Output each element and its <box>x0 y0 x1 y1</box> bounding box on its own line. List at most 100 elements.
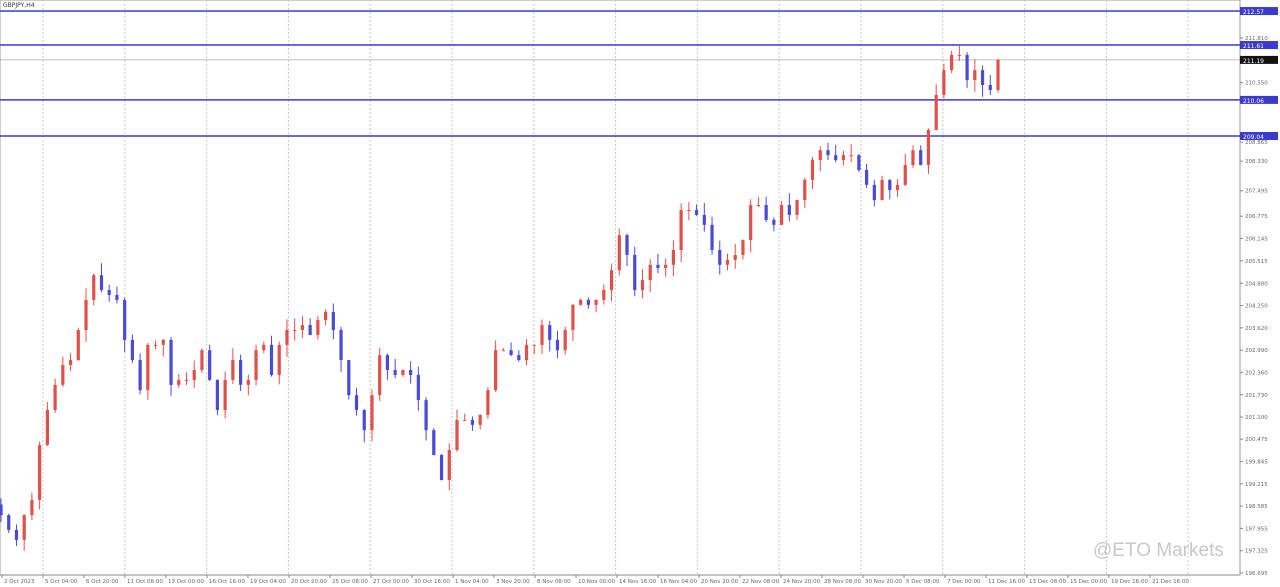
x-tick-label: 22 Nov 08:00 <box>742 579 780 585</box>
x-tick-label: 2 Oct 2023 <box>4 579 35 585</box>
candle-down <box>215 379 220 410</box>
candle-down <box>14 529 19 540</box>
candle-up <box>594 299 598 305</box>
candle-down <box>865 169 869 185</box>
candle-down <box>432 430 436 455</box>
candle-up <box>494 350 498 391</box>
candle-down <box>965 54 969 81</box>
candle-up <box>903 165 907 185</box>
candle-down <box>308 325 312 335</box>
x-tick-label: 11 Dec 16:00 <box>988 579 1025 585</box>
x-tick-label: 16 Nov 04:00 <box>660 579 698 585</box>
candle-down <box>138 360 142 391</box>
y-tick-label: 211.810 <box>1245 36 1268 42</box>
candle-down <box>347 360 351 396</box>
candle-up <box>285 329 289 345</box>
candle-down <box>772 219 776 225</box>
candle-up <box>818 150 822 161</box>
watermark: @ETO Markets <box>1093 540 1224 561</box>
candle-up <box>378 355 382 396</box>
candle-up <box>733 254 737 260</box>
candle-down <box>362 409 366 431</box>
candle-up <box>841 155 846 161</box>
y-tick-label: 202.990 <box>1245 348 1268 354</box>
candle-up <box>880 179 884 201</box>
level-price-label: 211.61 <box>1243 43 1264 50</box>
candle-up <box>973 70 977 81</box>
candle-up <box>463 419 467 421</box>
candle-up <box>370 395 374 431</box>
candle-up <box>22 515 26 540</box>
candle-up <box>324 311 328 321</box>
current-price-label: 211.19 <box>1243 58 1264 65</box>
x-tick-label: 30 Oct 16:00 <box>414 579 450 585</box>
candle-down <box>269 344 274 375</box>
candle-down <box>115 294 119 300</box>
candle-up <box>161 339 165 345</box>
x-tick-label: 16 Oct 16:00 <box>209 579 245 585</box>
x-tick-label: 11 Oct 08:00 <box>127 579 163 585</box>
y-tick-label: 208.865 <box>1245 140 1268 146</box>
candle-down <box>988 85 992 90</box>
candle-up <box>177 379 181 385</box>
candle-up <box>895 184 900 191</box>
candle-up <box>146 344 150 391</box>
candle-up <box>447 449 451 481</box>
level-price-box <box>1240 95 1278 104</box>
x-tick-label: 5 Oct 04:00 <box>45 579 78 585</box>
candle-down <box>99 275 104 290</box>
candle-up <box>602 289 606 300</box>
candle-up <box>277 344 281 375</box>
x-tick-label: 6 Oct 20:00 <box>86 579 119 585</box>
level-price-label: 212.57 <box>1243 9 1264 16</box>
candle-up <box>810 160 815 180</box>
y-tick-label: 203.620 <box>1245 326 1268 332</box>
candle-up <box>455 419 459 450</box>
candle-up <box>246 379 250 385</box>
x-tick-label: 7 Dec 00:00 <box>947 579 981 585</box>
candle-up <box>579 299 583 305</box>
candle-up <box>501 350 505 352</box>
y-tick-label: 199.845 <box>1245 459 1268 465</box>
candle-up <box>671 249 675 265</box>
y-tick-label: 206.145 <box>1245 236 1268 242</box>
x-tick-label: 28 Nov 08:00 <box>824 579 862 585</box>
x-tick-label: 15 Dec 00:00 <box>1070 579 1107 585</box>
candle-up <box>996 59 1000 90</box>
level-price-box <box>1240 41 1278 50</box>
candle-down <box>339 329 343 361</box>
candle-up <box>749 205 753 241</box>
candle-down <box>787 205 791 215</box>
y-tick-label: 208.330 <box>1245 159 1268 165</box>
candle-down <box>7 515 11 530</box>
candle-down <box>633 254 637 290</box>
candle-down <box>208 350 212 380</box>
candle-up <box>184 379 189 381</box>
x-tick-label: 21 Dec 16:00 <box>1152 579 1189 585</box>
candle-up <box>401 369 405 375</box>
candle-up <box>687 209 691 211</box>
candle-down <box>385 355 390 370</box>
y-tick-label: 202.360 <box>1245 370 1268 376</box>
candle-down <box>718 249 722 265</box>
candle-up <box>192 369 196 380</box>
candle-up <box>68 360 73 366</box>
candle-up <box>563 329 567 351</box>
candle-down <box>694 209 699 215</box>
x-tick-label: 10 Nov 00:00 <box>578 579 616 585</box>
candle-down <box>872 184 876 201</box>
x-tick-label: 25 Oct 08:00 <box>332 579 368 585</box>
x-tick-label: 27 Oct 00:00 <box>373 579 409 585</box>
y-tick-label: 199.215 <box>1245 482 1268 488</box>
y-tick-label: 207.495 <box>1245 189 1268 195</box>
candle-down <box>509 350 513 356</box>
y-tick-label: 210.550 <box>1245 81 1268 87</box>
candle-down <box>416 374 420 401</box>
candle-up <box>61 365 65 385</box>
candle-up <box>45 409 49 446</box>
candle-down <box>826 150 830 156</box>
candle-up <box>200 350 204 370</box>
x-tick-label: 5 Dec 08:00 <box>906 579 940 585</box>
candle-up <box>609 270 614 290</box>
